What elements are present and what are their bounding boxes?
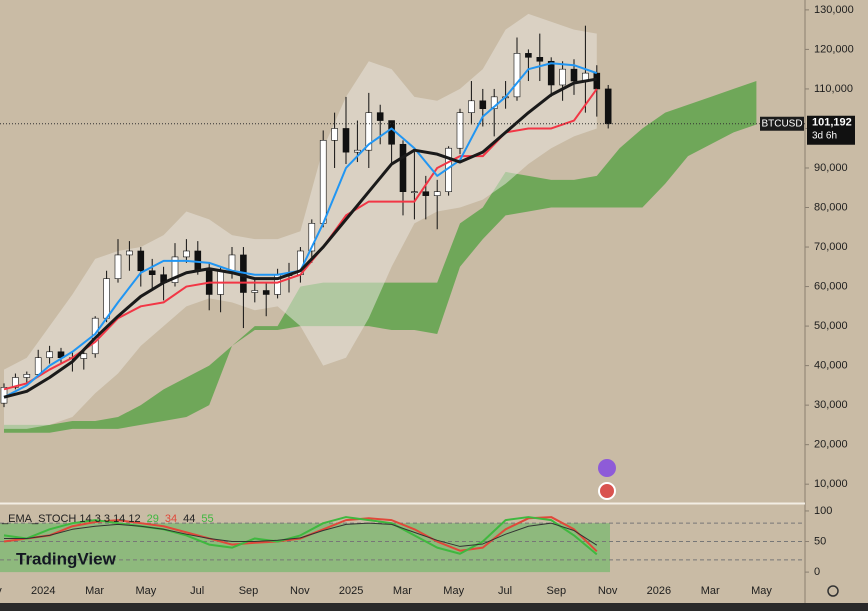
candle-body (604, 88, 612, 125)
event-icon[interactable] (598, 459, 616, 477)
y-tick-label: 90,000 (814, 162, 848, 174)
y-tick-label: 50 (814, 535, 826, 547)
candle-body (103, 278, 110, 319)
x-tick-label: Mar (701, 585, 720, 597)
symbol-tag (760, 116, 804, 131)
candle-body (422, 191, 430, 196)
y-tick-label: 130,000 (814, 4, 854, 16)
countdown-label: 3d 6h (812, 130, 837, 141)
ichimoku-cloud (4, 81, 757, 433)
y-tick-label: 110,000 (814, 83, 853, 95)
y-tick-label: 60,000 (814, 280, 848, 292)
candle-body (490, 96, 498, 109)
y-tick-label: 30,000 (814, 399, 848, 411)
candle-body (137, 250, 145, 272)
candle-body (342, 128, 350, 153)
y-tick-label: 50,000 (814, 320, 848, 332)
y-tick-label: 120,000 (814, 43, 854, 55)
candle-body (388, 120, 395, 145)
candle-body (468, 100, 475, 113)
x-tick-label: 2025 (339, 585, 363, 597)
candle-body (411, 191, 418, 193)
candle-body (593, 72, 601, 90)
candle-body (183, 250, 190, 258)
y-tick-label: 80,000 (814, 201, 848, 213)
x-tick-label: May (136, 585, 157, 597)
candle-body (456, 112, 464, 149)
candle-body (547, 60, 555, 86)
candle-body (365, 112, 373, 151)
symbol-label: BTCUSD (761, 118, 802, 129)
candle-body (399, 143, 407, 192)
candle-body (570, 68, 578, 82)
legend-value: 29 (147, 513, 159, 525)
candle-body (376, 112, 384, 121)
stoch-line (3, 516, 598, 556)
candle-body (171, 256, 179, 283)
candle-body (354, 149, 361, 153)
x-tick-label: Mar (85, 585, 104, 597)
y-tick-label: 70,000 (814, 241, 848, 253)
x-tick-label: Nov (598, 585, 618, 597)
bottom-bar (0, 603, 868, 611)
x-tick-label: Nov (290, 585, 310, 597)
stoch-line (4, 522, 598, 547)
candle-body (262, 290, 270, 295)
price-label: 101,192 (812, 117, 852, 129)
flag-icon[interactable] (598, 482, 616, 500)
candle-body (114, 254, 122, 279)
y-tick-label: 20,000 (814, 439, 848, 451)
candle-body (23, 374, 31, 378)
candle-body (228, 254, 236, 272)
legend-value: 34 (165, 513, 177, 525)
candle-body (308, 223, 316, 252)
y-tick-label: 100 (814, 505, 832, 517)
price-pane (0, 13, 805, 433)
y-tick-label: 10,000 (814, 478, 848, 490)
x-tick-label: 2024 (31, 585, 55, 597)
watermark: TradingView (16, 549, 117, 568)
candle-body (46, 351, 53, 359)
candle-body (536, 57, 544, 62)
x-tick-label: May (443, 585, 464, 597)
candle-body (126, 250, 133, 256)
x-tick-label: Sep (239, 585, 259, 597)
settings-icon[interactable] (827, 585, 839, 597)
indicator-pane (0, 516, 805, 573)
candle-body (525, 53, 532, 58)
candle-body (34, 357, 42, 375)
legend-value: 44 (183, 513, 195, 525)
candle-body (80, 353, 88, 359)
candle-body (331, 128, 338, 141)
candle-body (148, 270, 156, 276)
candle-body (513, 53, 521, 98)
x-tick-label: Jul (498, 585, 512, 597)
legend-value: 55 (201, 513, 213, 525)
x-tick-label: Jul (190, 585, 204, 597)
x-tick-label: Sep (547, 585, 567, 597)
x-tick-label: Mar (393, 585, 412, 597)
price-tag (807, 115, 855, 145)
y-tick-label: 0 (814, 566, 820, 578)
x-tick-label: 2026 (647, 585, 671, 597)
indicator-title: _EMA_STOCH 14 3 3 14 12 (1, 513, 141, 525)
bollinger-band (4, 13, 597, 429)
candle-body (433, 191, 441, 196)
candle-body (559, 68, 566, 86)
candle-body (319, 140, 327, 224)
indicator-line (3, 77, 598, 399)
x-tick-label: Nov (0, 585, 2, 597)
stoch-fill (0, 523, 610, 573)
y-tick-label: 40,000 (814, 360, 848, 372)
candle-body (251, 290, 259, 293)
overlay: 10,000 20,000 30,000 40,000 50,000 60,000 70,0… (0, 4, 855, 597)
x-tick-label: May (751, 585, 772, 597)
candle-body (479, 100, 487, 109)
